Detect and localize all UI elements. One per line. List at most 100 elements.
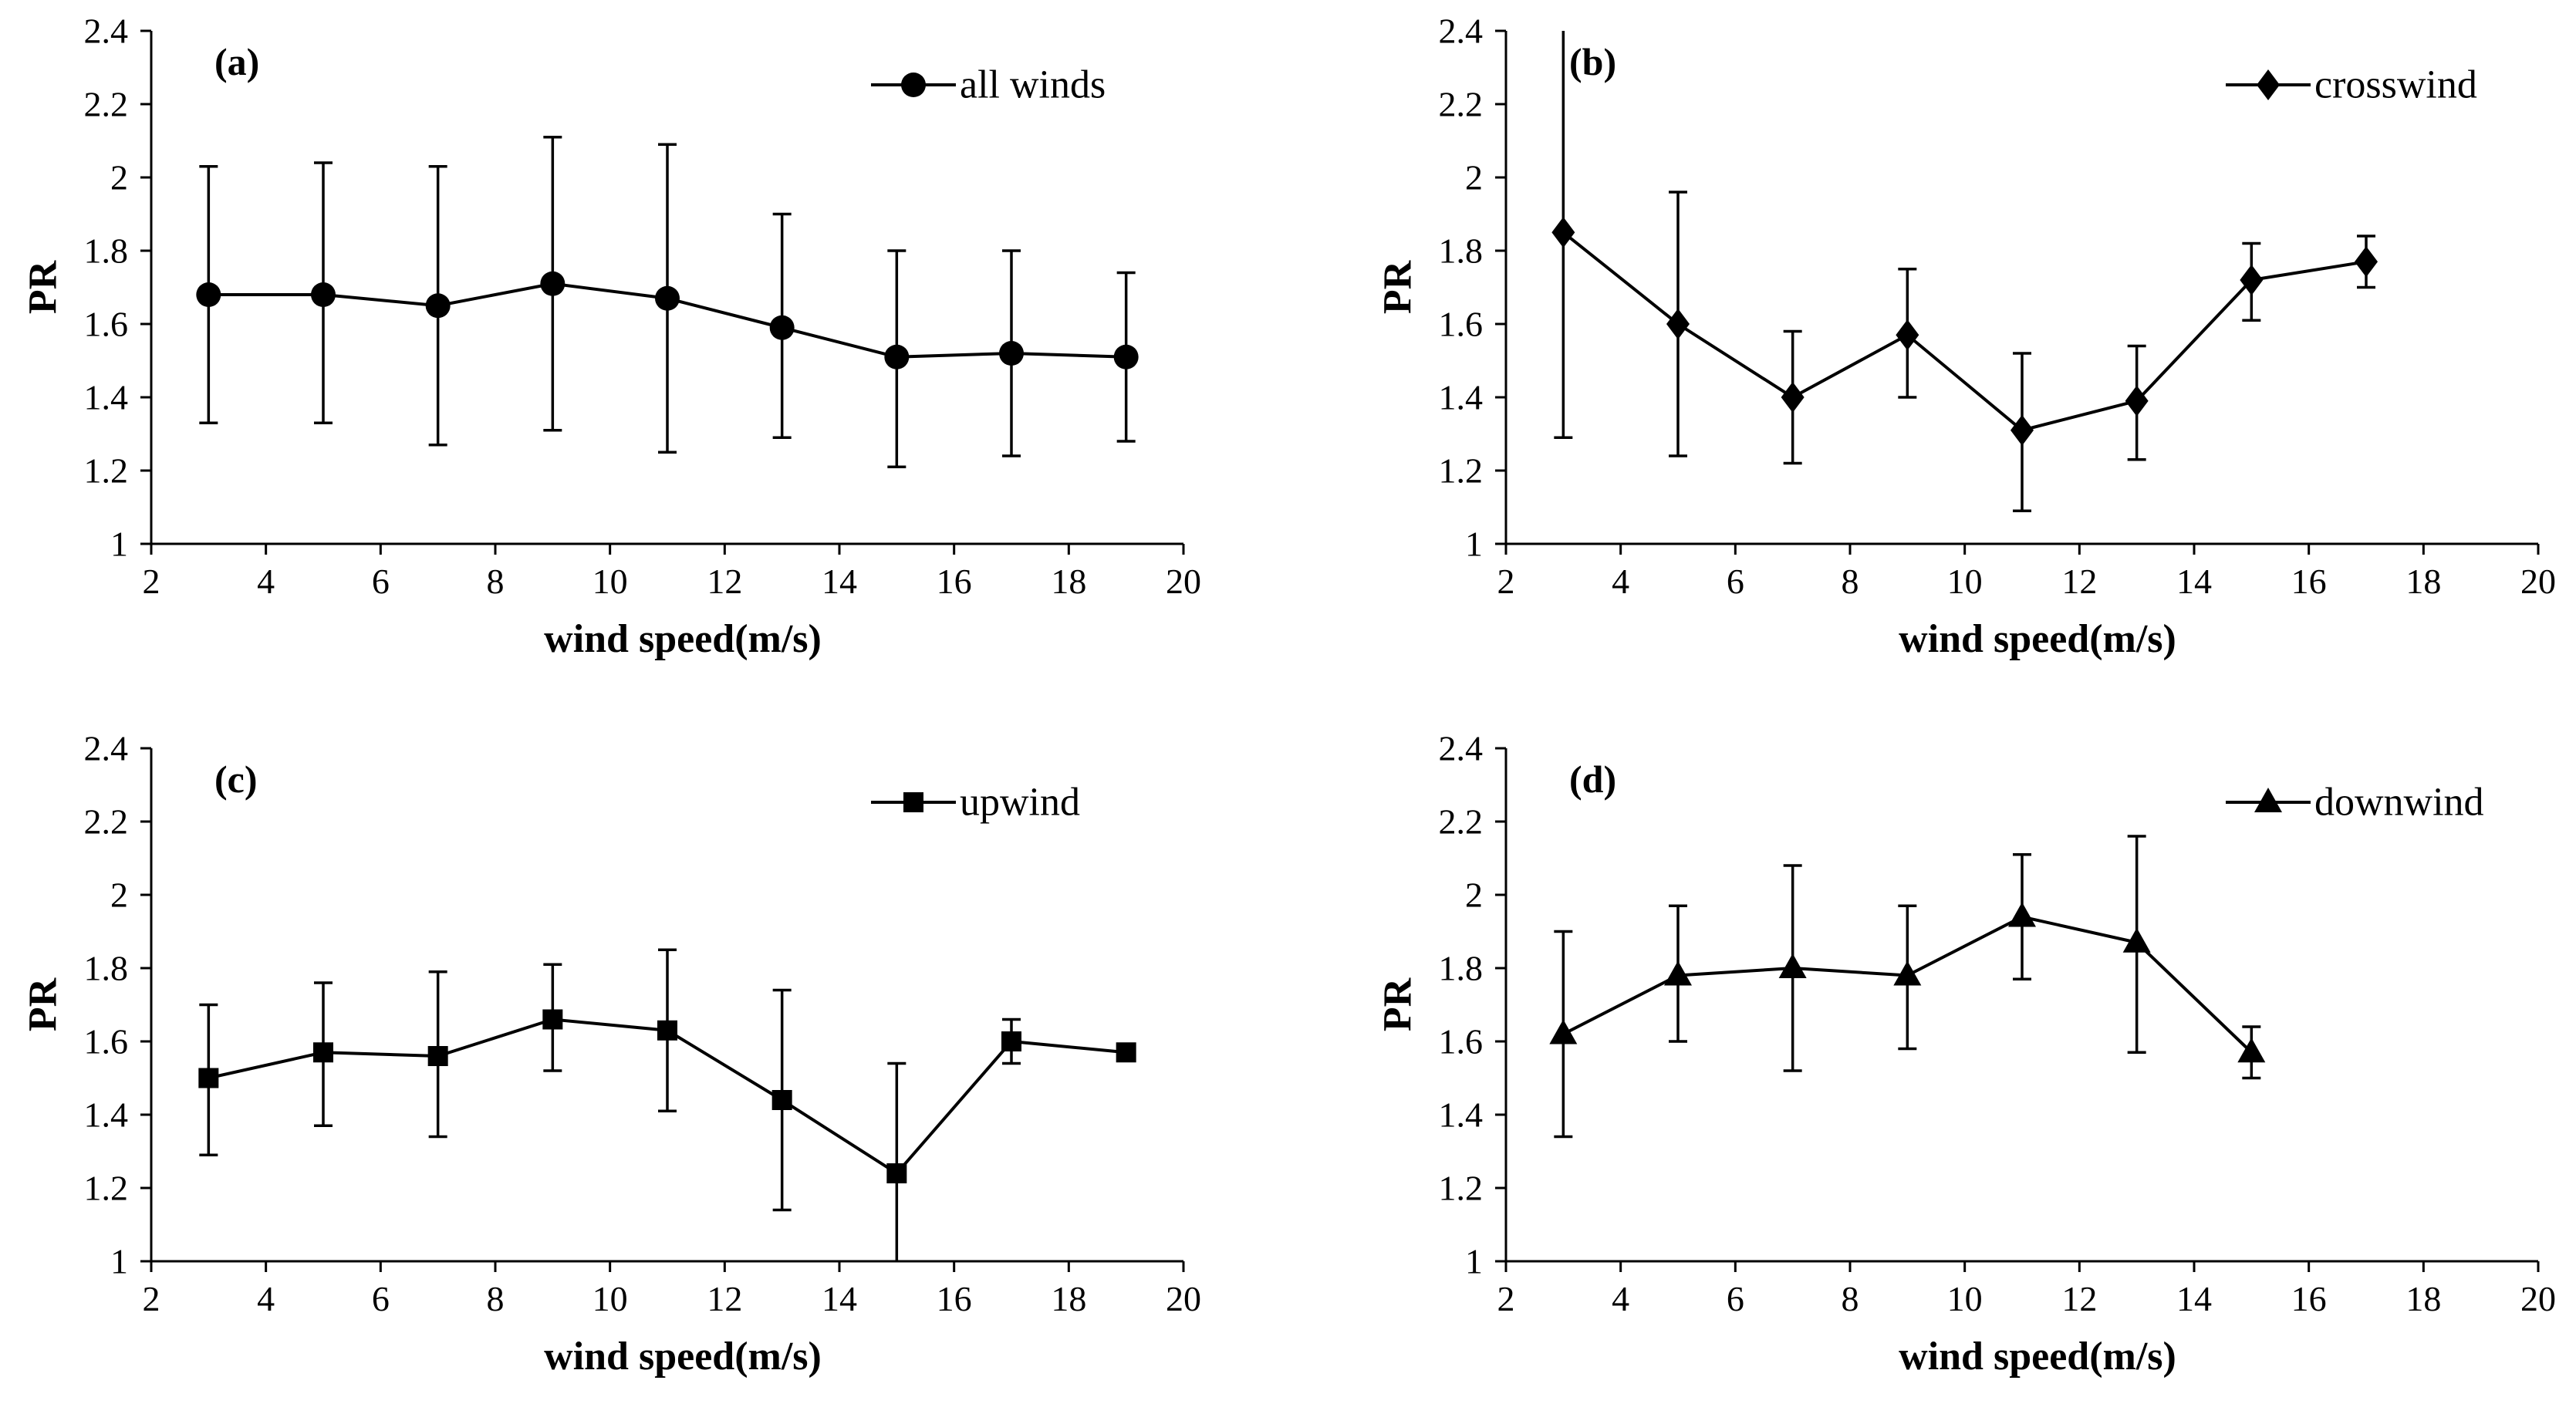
panel-d-x-axis-title: wind speed(m/s) [1899, 1335, 2176, 1379]
data-point [884, 344, 910, 370]
data-point [769, 315, 795, 340]
x-tick-label: 2 [143, 562, 160, 601]
data-point [2010, 414, 2034, 446]
panel-c-axes [150, 748, 1183, 1263]
data-point [1778, 953, 1807, 978]
panel-d-axes [1504, 748, 2538, 1263]
panel-b-legend: crosswind [2226, 63, 2477, 107]
y-tick-label: 2 [1465, 158, 1483, 197]
x-tick-label: 10 [1947, 1279, 1983, 1318]
x-tick-label: 2 [1497, 1279, 1515, 1318]
panel-c-x-ticks: 2 4 6 8 10 12 14 16 18 20 [143, 1261, 1201, 1318]
data-point [196, 282, 221, 307]
x-tick-label: 10 [593, 1279, 628, 1318]
x-tick-label: 10 [1947, 562, 1983, 601]
x-tick-label: 18 [1051, 1279, 1086, 1318]
data-point [198, 1068, 219, 1088]
data-point [1001, 1031, 1021, 1051]
y-tick-label: 1.6 [84, 1022, 129, 1061]
x-tick-label: 8 [487, 562, 505, 601]
x-tick-label: 6 [372, 1279, 390, 1318]
data-point [1113, 344, 1139, 370]
panel-a-legend: all winds [871, 63, 1106, 107]
panel-b-x-ticks: 2 4 6 8 10 12 14 16 18 20 [1497, 544, 2556, 601]
panel-a-series [196, 271, 1139, 370]
panel-d: 1 1.2 1.4 1.6 1.8 2 2.2 2.4 2 4 6 8 10 12 14 16 18 20 (d… [1376, 729, 2557, 1379]
x-tick-label: 4 [1612, 562, 1629, 601]
panel-c-label: (c) [214, 758, 258, 801]
x-tick-label: 12 [707, 1279, 742, 1318]
x-tick-label: 20 [2520, 562, 2556, 601]
x-tick-label: 16 [937, 1279, 972, 1318]
x-tick-label: 12 [707, 562, 742, 601]
y-tick-label: 2.4 [1439, 12, 1484, 51]
data-point [1116, 1042, 1136, 1063]
x-tick-label: 8 [1842, 1279, 1859, 1318]
data-point [2125, 385, 2149, 417]
data-point [771, 1090, 792, 1110]
y-tick-label: 1.4 [84, 1095, 129, 1135]
y-tick-label: 1.6 [84, 305, 129, 344]
data-point [2122, 927, 2151, 953]
data-point [657, 1020, 677, 1041]
y-tick-label: 2 [1465, 876, 1483, 915]
panel-c-legend: upwind [871, 781, 1080, 825]
y-tick-label: 2.4 [84, 12, 129, 51]
x-tick-label: 4 [257, 1279, 275, 1318]
x-tick-label: 10 [593, 562, 628, 601]
data-point [425, 293, 451, 319]
panel-c-legend-label: upwind [960, 781, 1080, 825]
x-tick-label: 16 [937, 562, 972, 601]
data-point [540, 271, 566, 296]
y-tick-label: 2.4 [1439, 729, 1484, 768]
x-tick-label: 18 [2406, 1279, 2441, 1318]
panel-a-x-ticks: 2 4 6 8 10 12 14 16 18 20 [143, 544, 1201, 601]
panel-d-y-ticks: 1 1.2 1.4 1.6 1.8 2 2.2 2.4 [1439, 729, 1506, 1281]
data-point [2008, 902, 2036, 927]
y-tick-label: 2.2 [84, 802, 129, 842]
x-tick-label: 2 [143, 1279, 160, 1318]
legend-marker [903, 792, 923, 812]
y-tick-label: 1.6 [1439, 305, 1484, 344]
series-line [1562, 231, 2367, 432]
data-point [313, 1042, 333, 1063]
data-point [1781, 382, 1805, 413]
panel-a-y-ticks: 1 1.2 1.4 1.6 1.8 2 2.2 2.4 [84, 12, 151, 564]
y-tick-label: 1 [110, 525, 128, 564]
panel-a: 1 1.2 1.4 1.6 1.8 2 2.2 2.4 2 4 6 8 10 12 14 16 18 20 (a… [22, 12, 1202, 662]
y-tick-label: 1.4 [1439, 1095, 1484, 1135]
y-tick-label: 1.2 [84, 1169, 129, 1208]
panel-c-series [198, 1009, 1136, 1183]
panel-c-y-axis-title: PR [22, 977, 66, 1031]
x-tick-label: 2 [1497, 562, 1515, 601]
panel-a-y-axis-title: PR [22, 259, 66, 314]
panel-d-label: (d) [1569, 758, 1616, 801]
data-point [655, 285, 680, 311]
x-tick-label: 16 [2291, 562, 2327, 601]
y-tick-label: 1 [110, 1242, 128, 1281]
x-tick-label: 14 [822, 1279, 857, 1318]
data-point [1664, 960, 1692, 986]
x-tick-label: 12 [2061, 562, 2097, 601]
x-tick-label: 20 [1166, 1279, 1201, 1318]
y-tick-label: 2.4 [84, 729, 129, 768]
panel-c-y-ticks: 1 1.2 1.4 1.6 1.8 2 2.2 2.4 [84, 729, 151, 1281]
data-point [1896, 319, 1919, 351]
data-point [1551, 217, 1575, 248]
x-tick-label: 16 [2291, 1279, 2327, 1318]
panel-a-label: (a) [214, 40, 259, 83]
x-tick-label: 6 [1727, 1279, 1744, 1318]
panel-d-x-ticks: 2 4 6 8 10 12 14 16 18 20 [1497, 1261, 2556, 1318]
panel-b-x-axis-title: wind speed(m/s) [1899, 617, 2176, 661]
x-tick-label: 8 [487, 1279, 505, 1318]
panel-d-legend-label: downwind [2314, 781, 2484, 825]
panel-b-series [1551, 217, 2378, 446]
y-tick-label: 2 [110, 876, 128, 915]
data-point [999, 341, 1024, 366]
data-point [2355, 246, 2378, 278]
panel-b: 1 1.2 1.4 1.6 1.8 2 2.2 2.4 2 4 6 8 10 12 14 16 18 20 (b… [1376, 12, 2557, 662]
data-point [2240, 265, 2264, 295]
y-tick-label: 1.2 [1439, 1169, 1484, 1208]
